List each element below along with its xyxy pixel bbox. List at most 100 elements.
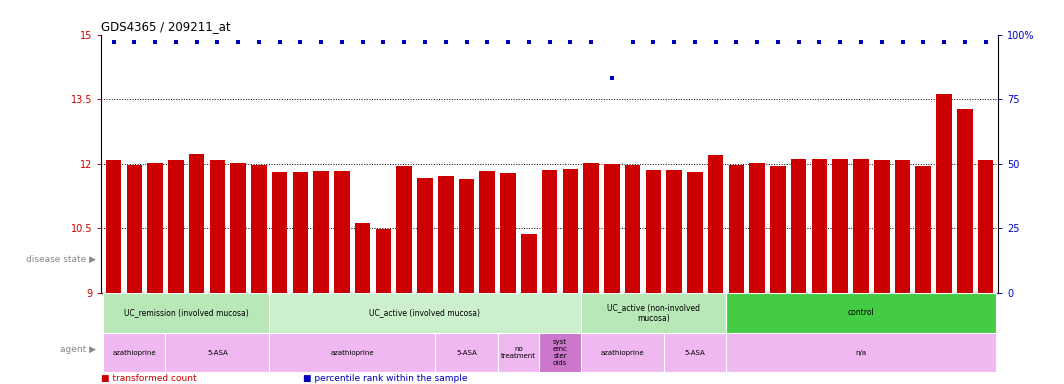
Bar	[625, 165, 641, 293]
Bar	[581, 333, 664, 372]
Bar	[168, 160, 184, 293]
Text: syst
emc
ster
oids: syst emc ster oids	[552, 339, 567, 366]
Point	[416, 39, 433, 45]
Point	[126, 39, 143, 45]
Bar	[188, 154, 204, 293]
Point	[708, 39, 725, 45]
Point	[832, 39, 849, 45]
Bar	[832, 159, 848, 293]
Bar	[687, 172, 702, 293]
Point	[167, 39, 184, 45]
Point	[645, 39, 662, 45]
Point	[437, 39, 454, 45]
Bar	[210, 160, 226, 293]
Bar	[269, 333, 435, 372]
Bar	[812, 159, 827, 293]
Point	[894, 39, 911, 45]
Bar	[915, 166, 931, 293]
Bar	[604, 164, 619, 293]
Bar	[646, 170, 661, 293]
Bar	[874, 160, 890, 293]
Bar	[459, 179, 475, 293]
Text: GDS4365 / 209211_at: GDS4365 / 209211_at	[101, 20, 231, 33]
Bar	[103, 293, 269, 333]
Bar	[105, 160, 121, 293]
Bar	[521, 233, 536, 293]
Text: ■ percentile rank within the sample: ■ percentile rank within the sample	[303, 374, 468, 383]
Bar	[103, 333, 165, 372]
Bar	[165, 333, 269, 372]
Point	[666, 39, 683, 45]
Point	[147, 39, 164, 45]
Bar	[708, 155, 724, 293]
Bar	[936, 94, 952, 293]
Point	[354, 39, 371, 45]
Point	[728, 39, 745, 45]
Point	[541, 39, 558, 45]
Bar	[726, 293, 996, 333]
Point	[915, 39, 932, 45]
Bar	[251, 166, 267, 293]
Bar	[583, 163, 599, 293]
Bar	[498, 333, 539, 372]
Text: UC_active (non-involved
mucosa): UC_active (non-involved mucosa)	[606, 303, 700, 323]
Bar	[581, 293, 726, 333]
Bar	[563, 169, 578, 293]
Text: UC_remission (involved mucosa): UC_remission (involved mucosa)	[123, 308, 249, 317]
Point	[977, 39, 994, 45]
Text: azathioprine: azathioprine	[600, 349, 644, 356]
Text: ■ transformed count: ■ transformed count	[101, 374, 197, 383]
Text: agent ▶: agent ▶	[60, 346, 96, 354]
Point	[250, 39, 267, 45]
Point	[769, 39, 786, 45]
Text: azathioprine: azathioprine	[331, 349, 375, 356]
Bar	[664, 333, 726, 372]
Point	[852, 39, 869, 45]
Text: disease state ▶: disease state ▶	[26, 255, 96, 264]
Point	[479, 39, 496, 45]
Point	[396, 39, 413, 45]
Point	[562, 39, 579, 45]
Bar	[500, 173, 516, 293]
Point	[749, 39, 766, 45]
Bar	[269, 293, 581, 333]
Bar	[749, 163, 765, 293]
Point	[686, 39, 703, 45]
Bar	[438, 176, 453, 293]
Bar	[272, 172, 287, 293]
Bar	[376, 229, 392, 293]
Text: 5-ASA: 5-ASA	[456, 349, 477, 356]
Point	[625, 39, 642, 45]
Point	[791, 39, 808, 45]
Bar	[726, 333, 996, 372]
Point	[583, 39, 600, 45]
Bar	[127, 166, 143, 293]
Bar	[334, 170, 350, 293]
Point	[105, 39, 122, 45]
Text: azathioprine: azathioprine	[113, 349, 156, 356]
Bar	[729, 165, 744, 293]
Bar	[293, 172, 309, 293]
Text: n/a: n/a	[855, 349, 866, 356]
Bar	[542, 170, 558, 293]
Text: no
treatment: no treatment	[501, 346, 536, 359]
Point	[230, 39, 247, 45]
Bar	[480, 171, 495, 293]
Point	[333, 39, 350, 45]
Bar	[417, 177, 433, 293]
Text: 5-ASA: 5-ASA	[684, 349, 705, 356]
Bar	[435, 333, 498, 372]
Bar	[666, 170, 682, 293]
Text: UC_active (involved mucosa): UC_active (involved mucosa)	[369, 308, 481, 317]
Point	[957, 39, 974, 45]
Bar	[539, 333, 581, 372]
Point	[209, 39, 226, 45]
Point	[499, 39, 516, 45]
Point	[874, 39, 891, 45]
Bar	[147, 163, 163, 293]
Bar	[895, 160, 911, 293]
Point	[935, 39, 952, 45]
Text: control: control	[848, 308, 875, 317]
Bar	[957, 109, 972, 293]
Bar	[791, 159, 807, 293]
